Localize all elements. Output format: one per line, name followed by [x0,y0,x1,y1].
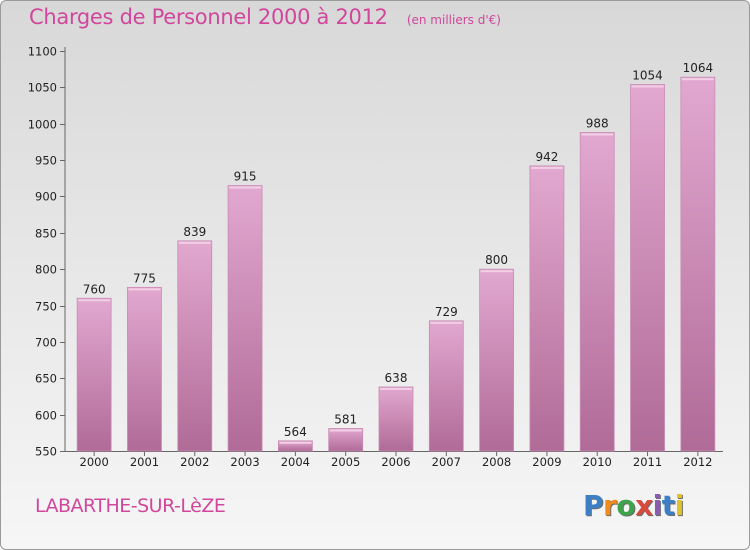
bar-value-label: 729 [435,305,458,319]
chart-axes: 550 600 650 700 750 800 850 900 950 1000 1050 1100 2… [28,45,723,469]
bar [127,286,162,452]
bar-value-label: 1054 [632,68,663,82]
y-tick-label: 700 [35,336,57,350]
bar [529,165,565,452]
chart-bars: 760 775 839 915 564 581 638 729 800 942 988 1054 106… [76,61,716,452]
bar [479,268,515,452]
x-tick-label: 2003 [230,455,259,469]
bar-value-label: 760 [83,282,106,296]
bar [378,386,414,452]
x-tick-label: 2001 [130,455,159,469]
proxiti-logo: Proxiti [583,489,684,522]
bar-highlight [78,299,111,302]
x-tick-label: 2009 [532,455,561,469]
y-tick-label: 800 [35,263,57,277]
y-tick-label: 600 [35,409,57,423]
bar-value-label: 915 [234,170,257,184]
x-tick-label: 2000 [80,455,109,469]
y-tick-label: 1050 [28,81,57,95]
chart-title: Charges de Personnel 2000 à 2012 [29,5,388,29]
bar-value-label: 800 [485,253,508,267]
brand-letter: i [652,489,663,522]
brand-letter: r [603,489,617,522]
brand-letter: i [674,489,685,522]
bar-highlight [178,241,211,244]
bar-highlight [530,166,563,169]
bar-value-label: 839 [183,225,206,239]
bar-value-label: 775 [133,271,156,285]
brand-letter: P [583,489,604,522]
y-tick-label: 650 [35,372,57,386]
brand-letter: o [616,489,636,522]
bar-value-label: 988 [586,116,609,130]
bar-highlight [380,388,412,390]
bar-highlight [681,78,714,81]
x-tick-label: 2007 [432,455,461,469]
y-tick-label: 750 [35,300,57,314]
x-tick-label: 2002 [180,455,209,469]
bar [328,428,364,452]
bar [76,297,112,452]
bar-value-label: 581 [334,412,357,426]
bar [630,84,665,452]
bar [177,240,213,452]
bar-highlight [329,429,362,432]
bar [579,132,615,452]
x-tick-label: 2008 [482,455,511,469]
x-tick-label: 2005 [331,455,360,469]
y-tick-label: 550 [35,445,57,459]
bar [428,320,464,452]
bar-value-label: 638 [385,371,408,385]
y-tick-label: 900 [35,190,57,204]
bar-highlight [128,288,161,291]
y-tick-label: 1000 [28,118,57,132]
bar-highlight [631,85,664,88]
bar-highlight [581,133,614,136]
brand-letter: x [635,489,653,522]
x-tick-label: 2011 [633,455,662,469]
bar-value-label: 942 [535,150,558,164]
title-row: Charges de Personnel 2000 à 2012 (en mil… [29,5,501,29]
bar [227,185,263,452]
bar-highlight [480,270,513,273]
bar [277,440,313,452]
x-tick-label: 2010 [583,455,612,469]
commune-name: LABARTHE-SUR-LèZE [35,495,226,517]
bar-highlight [229,186,262,189]
bar-value-label: 564 [284,425,307,439]
x-tick-label: 2004 [281,455,310,469]
x-tick-label: 2006 [381,455,410,469]
y-tick-label: 950 [35,154,57,168]
brand-letter: t [661,489,675,522]
bar-highlight [279,441,312,444]
bar-highlight [430,321,463,324]
y-tick-label: 850 [35,227,57,241]
chart-unit: (en milliers d'€) [406,13,501,27]
bar [680,76,716,452]
bar-value-label: 1064 [683,61,714,75]
x-tick-label: 2012 [683,455,712,469]
y-tick-label: 1100 [28,45,57,59]
